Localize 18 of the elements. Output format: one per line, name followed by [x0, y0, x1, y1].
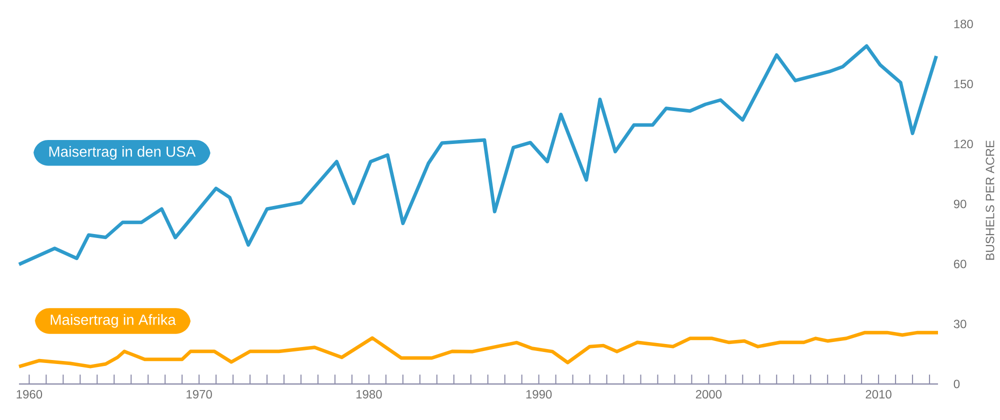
line-series	[17, 44, 938, 266]
x-tick-label: 2000	[696, 390, 722, 399]
x-tick-label: 2010	[866, 390, 892, 399]
y-axis-title: BUSHELS PER ACRE	[986, 140, 994, 260]
y-tick-label: 180	[954, 20, 973, 28]
text: Maisertrag in den USA	[49, 146, 196, 160]
y-tick-label: 60	[954, 260, 966, 268]
y-tick-label: 0	[954, 380, 960, 388]
y-tick-label: 120	[954, 140, 973, 148]
y-tick-label: 30	[954, 320, 966, 328]
y-tick-label: 90	[954, 200, 966, 208]
series-label: Maisertrag in Afrika	[50, 314, 176, 328]
x-tick-label: 1990	[526, 390, 552, 399]
x-tick-label: 1980	[356, 390, 382, 399]
x-tick-label: 1960	[16, 390, 42, 399]
line-series	[17, 330, 940, 368]
y-tick-label: 150	[954, 80, 973, 88]
x-tick-label: 1970	[186, 390, 212, 399]
